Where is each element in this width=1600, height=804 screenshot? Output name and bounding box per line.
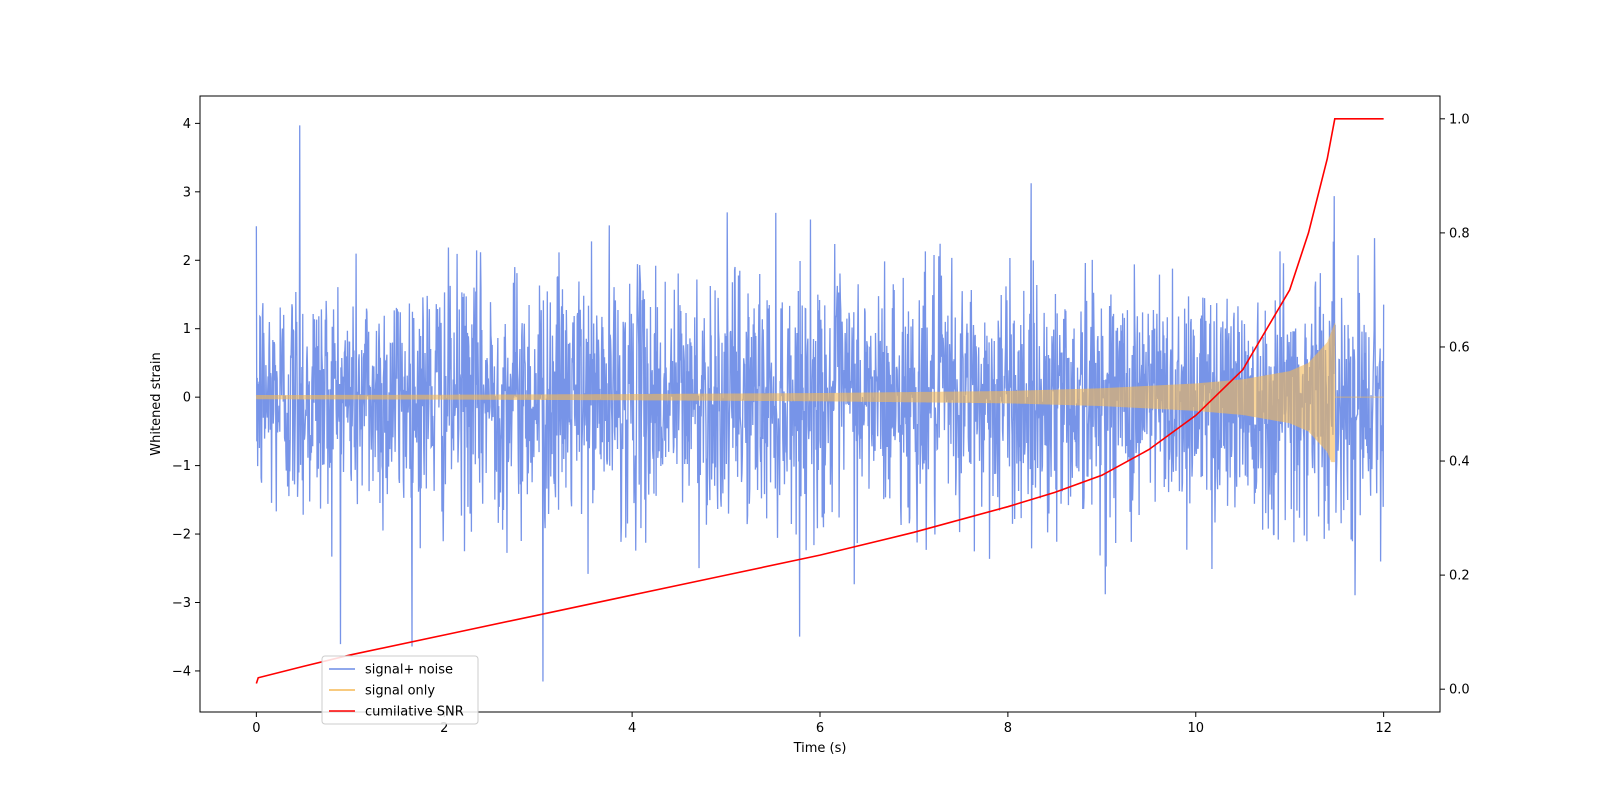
legend-label: cumilative SNR: [365, 705, 464, 720]
x-tick-label: 6: [816, 721, 824, 736]
legend-box: [321, 655, 479, 725]
legend-label: signal+ noise: [365, 663, 453, 678]
x-tick-label: 2: [440, 721, 448, 736]
y-tick-label: 0: [183, 391, 191, 406]
y-axis-label: Whitened strain: [149, 352, 164, 455]
y2-tick-label: 0.0: [1449, 683, 1470, 698]
series-cumulative-snr-line: [255, 118, 1384, 684]
y-tick-label: 1: [183, 322, 191, 337]
y-tick-label: −4: [172, 664, 191, 679]
legend-label: signal only: [365, 684, 435, 699]
series-signal-only-line: [255, 323, 1384, 463]
y-tick-label: 2: [183, 254, 191, 269]
y2-tick-label: 0.8: [1449, 226, 1470, 241]
x-tick-label: 4: [628, 721, 636, 736]
x-tick-label: 10: [1187, 721, 1204, 736]
y2-tick-label: 0.4: [1449, 455, 1470, 470]
x-tick-label: 0: [252, 721, 260, 736]
y-tick-label: 4: [183, 117, 191, 132]
y2-tick-label: 1.0: [1449, 112, 1470, 127]
y2-tick-label: 0.6: [1449, 340, 1470, 355]
x-axis-label: Time (s): [793, 741, 847, 756]
x-tick-label: 12: [1375, 721, 1392, 736]
legend: signal+ noise signal only cumilative SNR: [321, 655, 479, 725]
y2-tick-label: 0.2: [1449, 569, 1470, 584]
y-tick-label: 3: [183, 185, 191, 200]
y-tick-label: −3: [172, 596, 191, 611]
x-tick-label: 8: [1004, 721, 1012, 736]
y-tick-label: −2: [172, 528, 191, 543]
y-tick-label: −1: [172, 459, 191, 474]
